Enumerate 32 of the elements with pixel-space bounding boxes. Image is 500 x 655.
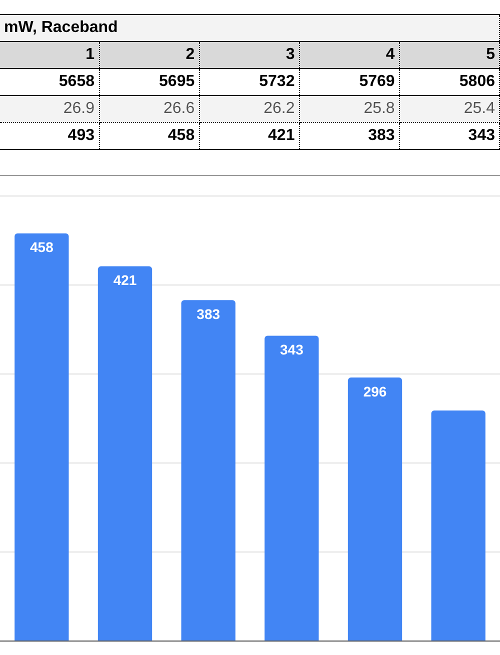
chart-title: mW, Raceband xyxy=(0,14,500,42)
text: 1 xyxy=(0,42,99,68)
text: 26.6 xyxy=(99,96,200,122)
text: 5769 xyxy=(299,68,400,96)
text: 343 xyxy=(399,122,500,150)
data-label: 421 xyxy=(113,272,137,288)
text: 5 xyxy=(399,42,500,68)
bar xyxy=(264,336,319,640)
text: 25.4 xyxy=(399,96,500,122)
text: 5732 xyxy=(199,68,300,96)
bar xyxy=(14,233,69,640)
data-label: 343 xyxy=(280,342,304,358)
text: 458 xyxy=(99,122,200,150)
text: 5658 xyxy=(0,68,99,96)
text: 2 xyxy=(99,42,200,68)
bar xyxy=(181,300,236,640)
text: 5806 xyxy=(399,68,500,96)
bar xyxy=(98,266,152,640)
bar xyxy=(348,378,402,640)
data-label: 296 xyxy=(363,383,387,400)
bar xyxy=(431,410,486,640)
data-label: 383 xyxy=(196,306,220,322)
text: 493 xyxy=(0,122,99,150)
text: 421 xyxy=(199,122,300,150)
text: 5695 xyxy=(99,68,200,96)
text: 4 xyxy=(299,42,400,68)
text: 25.8 xyxy=(299,96,400,122)
text: 26.2 xyxy=(199,96,300,122)
text: 3 xyxy=(199,42,300,68)
text: 26.9 xyxy=(0,96,99,122)
text: 383 xyxy=(299,122,400,150)
data-label: 458 xyxy=(30,239,54,256)
